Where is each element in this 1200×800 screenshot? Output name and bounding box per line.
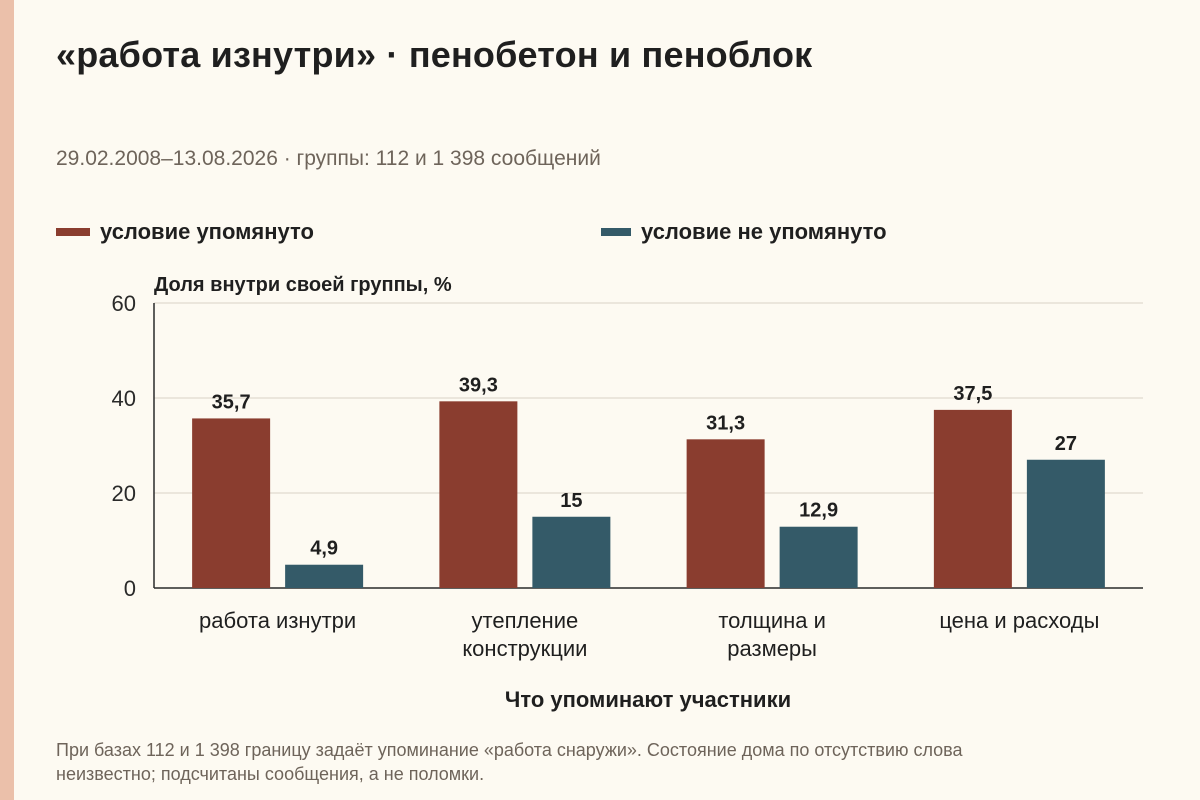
x-tick-label: цена и расходы bbox=[939, 608, 1099, 633]
footnote: При базах 112 и 1 398 границу задаёт упо… bbox=[56, 740, 963, 784]
bar bbox=[439, 401, 518, 588]
y-axis-label: Доля внутри своей группы, % bbox=[154, 274, 452, 296]
x-tick-label: работа изнутри bbox=[199, 608, 356, 633]
x-tick-label: конструкции bbox=[462, 636, 587, 661]
bar bbox=[192, 418, 271, 588]
data-label: 4,9 bbox=[310, 538, 338, 560]
legend-item-not-mentioned: условие не упомянуто bbox=[601, 219, 887, 245]
legend-label-mentioned: условие упомянуто bbox=[100, 219, 314, 244]
chart-title: «работа изнутри» · пенобетон и пеноблок bbox=[56, 34, 813, 75]
accent-bar bbox=[0, 0, 14, 800]
legend-label-not-mentioned: условие не упомянуто bbox=[641, 219, 887, 244]
data-label: 31,3 bbox=[706, 412, 745, 434]
data-label: 27 bbox=[1055, 433, 1077, 455]
chart-subtitle: 29.02.2008–13.08.2026 · группы: 112 и 1 … bbox=[56, 147, 601, 170]
data-label: 12,9 bbox=[799, 500, 838, 522]
data-label: 35,7 bbox=[212, 391, 251, 413]
bar bbox=[285, 564, 364, 588]
legend: условие упомянуто условие не упомянуто bbox=[56, 219, 1156, 249]
x-tick-label: толщина и bbox=[718, 608, 826, 633]
data-label: 15 bbox=[560, 490, 582, 512]
bar bbox=[933, 409, 1012, 588]
data-label: 39,3 bbox=[459, 374, 498, 396]
legend-swatch-mentioned bbox=[56, 228, 90, 236]
bar-chart: 0 20 40 60 Доля внутри своей группы, % 35,7 4,… bbox=[112, 274, 1143, 712]
x-tick-label: утепление bbox=[472, 608, 579, 633]
y-tick-label: 60 bbox=[112, 291, 136, 316]
data-label: 37,5 bbox=[953, 383, 992, 405]
y-tick-label: 20 bbox=[112, 481, 136, 506]
x-tick-label: размеры bbox=[727, 636, 817, 661]
bar bbox=[779, 526, 858, 588]
y-tick-label: 40 bbox=[112, 386, 136, 411]
x-axis-label: Что упоминают участники bbox=[505, 687, 791, 712]
bar bbox=[532, 516, 611, 588]
bar bbox=[1026, 459, 1105, 588]
legend-item-mentioned: условие упомянуто bbox=[56, 219, 314, 245]
y-tick-label: 0 bbox=[124, 576, 136, 601]
legend-swatch-not-mentioned bbox=[601, 228, 631, 236]
bar bbox=[686, 439, 765, 588]
